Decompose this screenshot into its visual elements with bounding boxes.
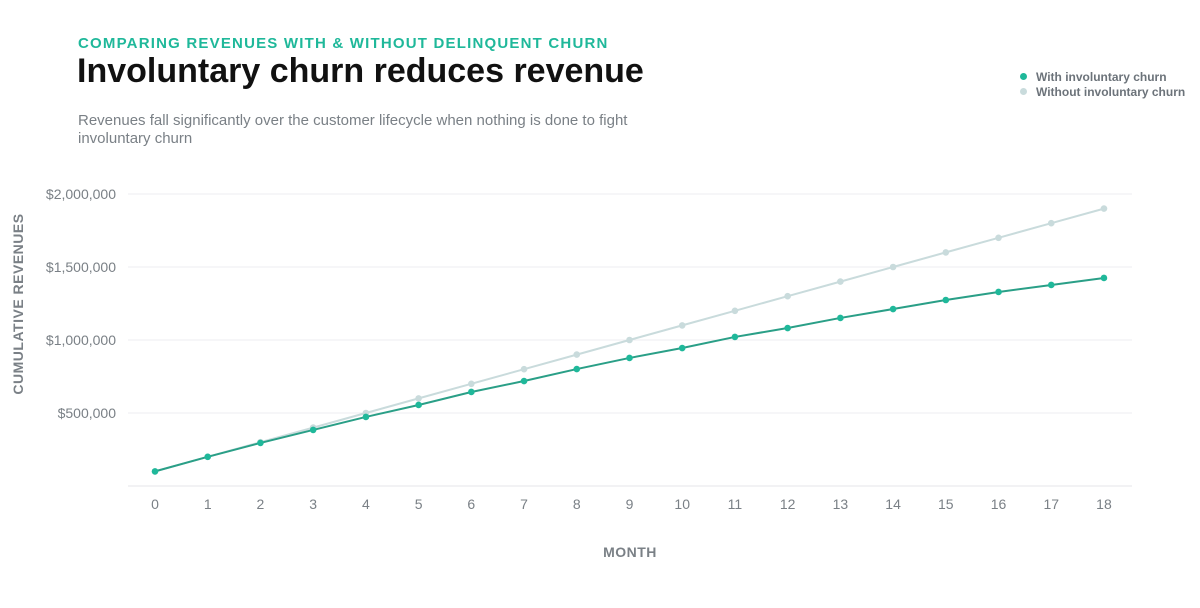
- x-tick-label: 17: [1043, 496, 1059, 512]
- data-point: [1100, 205, 1108, 212]
- x-tick-label: 12: [780, 496, 796, 512]
- data-point: [468, 380, 475, 388]
- data-point: [995, 288, 1002, 296]
- legend-item-without: Without involuntary churn: [1020, 84, 1185, 99]
- x-tick-label: 2: [257, 496, 265, 512]
- y-tick-label: $2,000,000: [46, 186, 116, 202]
- x-tick-label: 4: [362, 496, 370, 512]
- data-point: [784, 292, 791, 300]
- chart-kicker: COMPARING REVENUES WITH & WITHOUT DELINQ…: [78, 35, 609, 52]
- x-tick-label: 14: [885, 496, 901, 512]
- data-point: [415, 395, 422, 402]
- data-point: [942, 249, 950, 256]
- data-point: [889, 305, 897, 313]
- data-point: [731, 333, 739, 341]
- data-point: [784, 324, 791, 332]
- y-tick-label: $1,500,000: [46, 259, 116, 275]
- data-point: [942, 296, 950, 304]
- legend-item-with: With involuntary churn: [1020, 69, 1185, 84]
- y-tick-label: $1,000,000: [46, 332, 116, 348]
- data-point: [1100, 274, 1108, 282]
- data-point: [626, 336, 633, 344]
- data-point: [362, 413, 370, 421]
- data-point: [257, 439, 264, 447]
- data-point: [995, 234, 1002, 242]
- data-point: [626, 354, 633, 362]
- x-axis-label: MONTH: [603, 544, 657, 560]
- data-point: [309, 426, 317, 434]
- legend-label: With involuntary churn: [1036, 69, 1167, 84]
- x-tick-label: 7: [520, 496, 528, 512]
- data-point: [678, 322, 686, 329]
- data-point: [889, 263, 897, 271]
- y-tick-label: $500,000: [58, 405, 117, 421]
- data-point: [468, 388, 475, 396]
- data-point: [151, 468, 159, 475]
- x-tick-label: 1: [204, 496, 212, 512]
- x-tick-label: 10: [674, 496, 690, 512]
- data-point: [1047, 281, 1055, 289]
- data-point: [837, 314, 844, 322]
- x-tick-label: 13: [833, 496, 849, 512]
- y-axis-label: CUMULATIVE REVENUES: [10, 213, 26, 394]
- series-line-with: [154, 276, 1105, 473]
- x-tick-label: 16: [991, 496, 1007, 512]
- data-point: [731, 307, 739, 315]
- x-tick-label: 15: [938, 496, 954, 512]
- x-tick-label: 3: [309, 496, 317, 512]
- legend-dot-icon: [1020, 73, 1027, 80]
- x-tick-label: 9: [626, 496, 634, 512]
- x-tick-label: 6: [467, 496, 475, 512]
- data-point: [573, 365, 581, 373]
- x-tick-label: 5: [415, 496, 423, 512]
- data-point: [520, 377, 528, 385]
- x-tick-label: 0: [151, 496, 159, 512]
- data-point: [1047, 219, 1055, 227]
- data-point: [678, 344, 686, 352]
- data-point: [204, 453, 212, 461]
- data-point: [837, 278, 844, 285]
- chart-title: Involuntary churn reduces revenue: [77, 52, 644, 90]
- data-point: [573, 351, 581, 358]
- legend: With involuntary churn Without involunta…: [1020, 69, 1185, 99]
- chart-subtitle: Revenues fall significantly over the cus…: [78, 112, 628, 147]
- x-tick-label: 11: [728, 496, 743, 512]
- legend-dot-icon: [1020, 88, 1027, 95]
- x-tick-label: 18: [1096, 496, 1112, 512]
- data-point: [520, 365, 528, 373]
- data-point: [415, 401, 422, 409]
- x-tick-label: 8: [573, 496, 581, 512]
- legend-label: Without involuntary churn: [1036, 84, 1186, 99]
